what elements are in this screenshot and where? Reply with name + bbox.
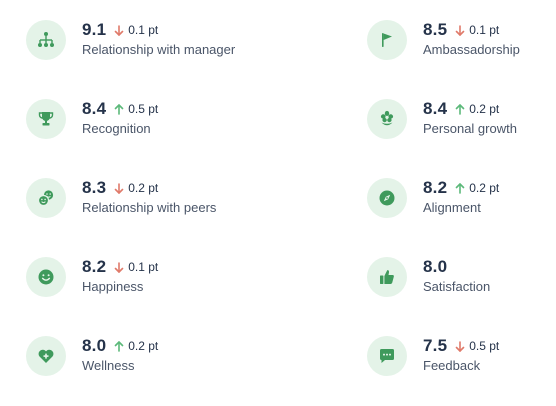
metric-score: 8.2 <box>82 257 107 276</box>
metric-ambassadorship[interactable]: 8.5 0.1 pt Ambassadorship <box>367 20 556 70</box>
metric-score: 8.0 <box>423 257 448 276</box>
metric-label: Satisfaction <box>423 279 491 294</box>
metric-label: Relationship with manager <box>82 42 236 57</box>
arrow-up-icon <box>455 183 465 194</box>
metric-score: 8.5 <box>423 20 448 39</box>
metric-change: 0.2 pt <box>114 181 158 195</box>
metric-change-value: 0.1 pt <box>128 22 159 37</box>
metric-recognition[interactable]: 8.4 0.5 pt Recognition <box>26 99 226 149</box>
metric-label: Alignment <box>423 200 481 215</box>
metric-score: 7.5 <box>423 336 448 355</box>
metric-label: Happiness <box>82 279 144 294</box>
metric-score: 8.4 <box>82 99 107 118</box>
metric-label: Wellness <box>82 358 135 373</box>
arrow-up-icon <box>455 104 465 115</box>
metric-alignment[interactable]: 8.2 0.2 pt Alignment <box>367 178 556 228</box>
metric-change: 0.5 pt <box>455 339 499 353</box>
metric-label: Ambassadorship <box>423 42 520 57</box>
arrow-up-icon <box>114 341 124 352</box>
flag-icon <box>367 20 407 60</box>
arrow-down-icon <box>114 25 124 36</box>
trophy-icon <box>26 99 66 139</box>
metric-score: 8.0 <box>82 336 107 355</box>
metric-satisfaction[interactable]: 8.0 Satisfaction <box>367 257 556 307</box>
metric-happiness[interactable]: 8.2 0.1 pt Happiness <box>26 257 226 307</box>
metric-change: 0.5 pt <box>114 102 158 116</box>
metric-personal-growth[interactable]: 8.4 0.2 pt Personal growth <box>367 99 556 149</box>
metric-score: 9.1 <box>82 20 107 39</box>
org-chart-icon <box>26 20 66 60</box>
metric-label: Feedback <box>423 358 481 373</box>
compass-icon <box>367 178 407 218</box>
chat-bubble-icon <box>367 336 407 376</box>
arrow-down-icon <box>114 262 124 273</box>
metric-feedback[interactable]: 7.5 0.5 pt Feedback <box>367 336 556 386</box>
smiley-icon <box>26 257 66 297</box>
metric-score: 8.2 <box>423 178 448 197</box>
metric-change: 0.1 pt <box>114 260 158 274</box>
metric-relationship-with-manager[interactable]: 9.1 0.1 pt Relationship with manager <box>26 20 235 70</box>
metric-score: 8.4 <box>423 99 448 118</box>
metric-change-value: 0.2 pt <box>128 338 159 353</box>
metric-change-value: 0.1 pt <box>469 22 500 37</box>
metric-change-value: 0.5 pt <box>128 101 159 116</box>
arrow-up-icon <box>114 104 124 115</box>
metric-relationship-with-peers[interactable]: 8.3 0.2 pt Relationship with peers <box>26 178 226 228</box>
metric-label: Personal growth <box>423 121 517 136</box>
metric-change-value: 0.1 pt <box>128 259 159 274</box>
metric-change-value: 0.2 pt <box>469 101 500 116</box>
peer-faces-icon <box>26 178 66 218</box>
metric-label: Recognition <box>82 121 151 136</box>
metric-change: 0.1 pt <box>455 23 499 37</box>
metric-wellness[interactable]: 8.0 0.2 pt Wellness <box>26 336 226 386</box>
metric-change: 0.2 pt <box>455 102 499 116</box>
arrow-down-icon <box>455 25 465 36</box>
metric-change: 0.1 pt <box>114 23 158 37</box>
metric-change: 0.2 pt <box>455 181 499 195</box>
flower-icon <box>367 99 407 139</box>
metric-change-value: 0.2 pt <box>128 180 159 195</box>
thumbs-up-icon <box>367 257 407 297</box>
metric-label: Relationship with peers <box>82 200 217 215</box>
heart-plus-icon <box>26 336 66 376</box>
metric-change: 0.2 pt <box>114 339 158 353</box>
arrow-down-icon <box>455 341 465 352</box>
metric-change-value: 0.5 pt <box>469 338 500 353</box>
metric-change-value: 0.2 pt <box>469 180 500 195</box>
metric-score: 8.3 <box>82 178 107 197</box>
arrow-down-icon <box>114 183 124 194</box>
